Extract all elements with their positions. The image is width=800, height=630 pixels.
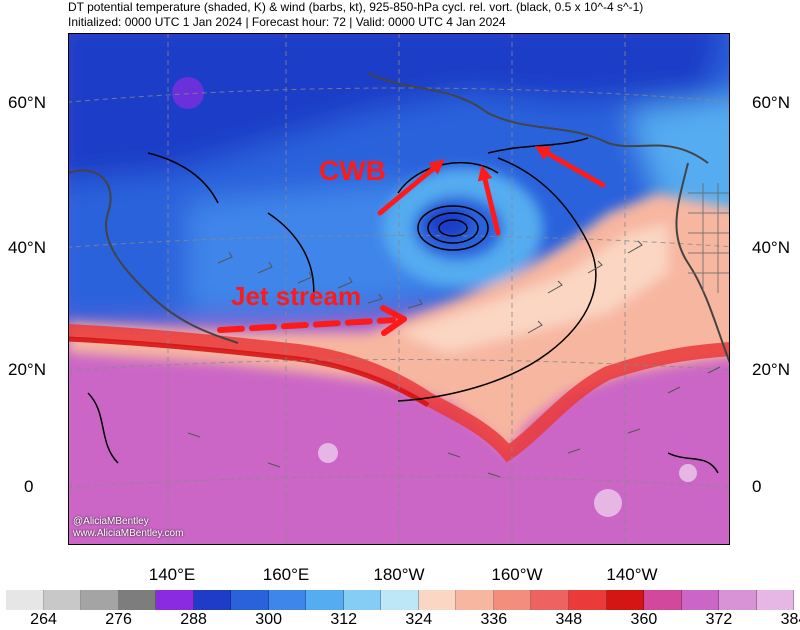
colorbar-label: 360 <box>630 611 658 628</box>
colorbar-swatch <box>156 590 194 610</box>
colorbar-swatch <box>268 590 307 610</box>
colorbar-swatch <box>343 590 382 610</box>
lat-label-40-left: 40°N <box>8 238 46 257</box>
jet-stream-label: Jet stream <box>231 281 361 311</box>
lat-label-60-right: 60°N <box>752 93 790 112</box>
lat-label-60-left: 60°N <box>8 93 46 112</box>
colorbar-label: 372 <box>705 611 733 628</box>
alaska-coastline <box>367 72 709 164</box>
colorbar-swatch <box>118 590 157 610</box>
map-subtitle: Initialized: 0000 UTC 1 Jan 2024 | Forec… <box>68 15 506 29</box>
colorbar-label: 276 <box>105 611 132 628</box>
colorbar-label: 336 <box>480 611 508 628</box>
colorbar-swatch <box>681 590 720 610</box>
colorbar-label: 264 <box>30 611 57 628</box>
lon-label-140e: 140°E <box>148 565 196 584</box>
lat-label-0-left: 0 <box>24 477 34 496</box>
watermark-handle: @AliciaMBentley <box>73 516 149 527</box>
jet-front-band <box>68 324 730 463</box>
colorbar-swatch <box>456 590 494 610</box>
cwb-arrows <box>377 146 606 236</box>
lat-label-0-right: 0 <box>752 477 762 496</box>
forecast-map: CWB Jet stream <box>68 33 730 545</box>
map-title: DT potential temperature (shaded, K) & w… <box>68 0 644 14</box>
asia-coastline <box>68 169 239 344</box>
colorbar <box>6 590 795 610</box>
cwb-label: CWB <box>319 155 386 186</box>
colorbar-swatch <box>193 590 232 610</box>
colorbar-swatch <box>568 590 607 610</box>
colorbar-label: 300 <box>255 611 283 628</box>
colorbar-swatch <box>81 590 119 610</box>
north-america-coastline <box>675 162 730 364</box>
colorbar-swatch <box>719 590 757 610</box>
colorbar-swatch <box>418 590 457 610</box>
lat-label-20-right: 20°N <box>752 360 790 379</box>
lon-label-180w: 180°W <box>373 565 425 584</box>
jet-stream-arrow <box>217 317 396 333</box>
colorbar-label: 384 <box>780 611 800 628</box>
colorbar-label: 312 <box>330 611 358 628</box>
colorbar-swatch <box>231 590 269 610</box>
colorbar-swatch <box>6 590 44 610</box>
lon-label-140w: 140°W <box>606 565 658 584</box>
colorbar-label: 288 <box>180 611 207 628</box>
watermark-site: www.AliciaMBentley.com <box>73 528 184 539</box>
lat-label-40-right: 40°N <box>752 238 790 257</box>
colorbar-swatch <box>606 590 645 610</box>
colorbar-label: 324 <box>405 611 433 628</box>
colorbar-swatch <box>531 590 569 610</box>
lat-label-20-left: 20°N <box>8 360 46 379</box>
colorbar-label: 348 <box>555 611 583 628</box>
colorbar-swatch <box>306 590 344 610</box>
colorbar-swatch <box>43 590 82 610</box>
colorbar-swatch <box>493 590 532 610</box>
colorbar-swatch <box>756 590 795 610</box>
lon-label-160w: 160°W <box>491 565 543 584</box>
lon-label-160e: 160°E <box>262 565 310 584</box>
colorbar-swatch <box>644 590 682 610</box>
colorbar-swatch <box>381 590 419 610</box>
